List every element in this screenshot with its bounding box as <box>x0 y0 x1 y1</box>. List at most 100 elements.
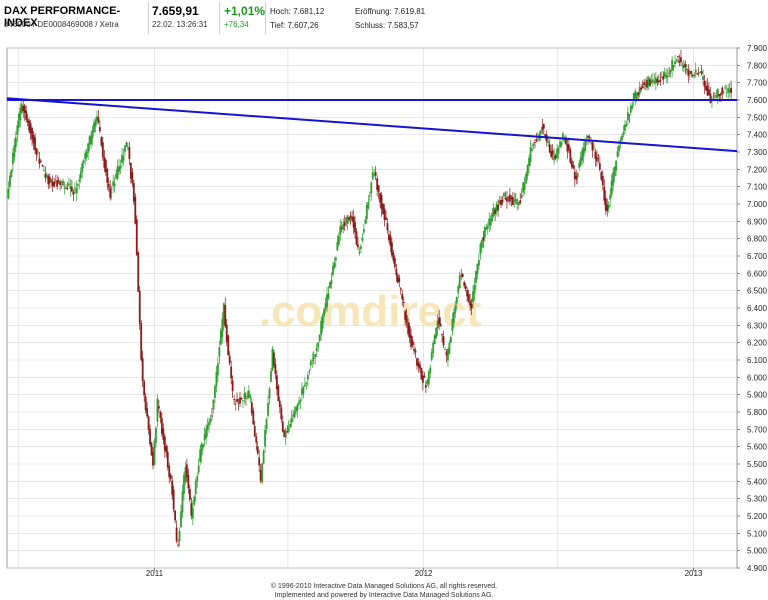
candle <box>183 471 185 501</box>
candle <box>268 386 271 405</box>
y-tick-label: 5.100 <box>747 529 768 538</box>
candle <box>644 78 647 90</box>
candle <box>542 123 545 135</box>
candle <box>423 371 426 379</box>
quote-header: DAX PERFORMANCE-INDEX 846900 / DE0008469… <box>0 0 768 36</box>
candle <box>239 392 241 407</box>
candle <box>37 149 39 159</box>
candle <box>81 161 84 178</box>
comdirect-watermark: .comdirect <box>259 287 482 336</box>
candle <box>157 400 160 413</box>
candle <box>413 341 415 355</box>
candle <box>190 497 193 520</box>
candle <box>333 257 336 270</box>
candle <box>432 340 435 358</box>
y-tick-label: 5.300 <box>747 495 768 504</box>
candle <box>581 147 584 166</box>
candle <box>29 119 32 140</box>
candle <box>550 144 553 159</box>
candle <box>708 82 710 96</box>
candle <box>616 146 619 159</box>
candle <box>215 365 218 393</box>
candle <box>364 216 367 225</box>
candle <box>79 167 82 183</box>
candle <box>478 253 480 270</box>
x-tick-label: 2011 <box>146 569 164 578</box>
candle <box>665 68 668 83</box>
candle <box>138 286 141 331</box>
candle <box>140 320 143 362</box>
candle <box>149 424 151 447</box>
candle <box>188 485 191 503</box>
candle <box>424 380 427 394</box>
candle <box>595 150 598 167</box>
candle <box>609 188 612 208</box>
candle <box>507 195 510 203</box>
candle <box>42 165 45 172</box>
candle <box>255 433 258 451</box>
candle <box>438 309 441 330</box>
candle <box>314 354 317 365</box>
candle <box>178 527 181 547</box>
candle <box>45 171 48 180</box>
candle <box>295 406 297 416</box>
candle <box>441 333 443 343</box>
candle <box>249 393 252 403</box>
candle <box>63 181 66 195</box>
candle <box>598 156 601 172</box>
candle <box>548 139 551 154</box>
candle <box>389 231 392 253</box>
candle <box>671 56 674 78</box>
candle <box>716 88 719 105</box>
candle <box>159 410 162 424</box>
candle <box>483 224 486 242</box>
y-tick-label: 7.100 <box>747 183 768 192</box>
candle <box>262 449 265 465</box>
candle <box>162 423 165 445</box>
candle <box>131 167 134 188</box>
candle <box>556 144 558 162</box>
instrument-identifier: 846900 / DE0008469008 / Xetra <box>4 20 119 29</box>
candle <box>169 472 172 482</box>
candle <box>551 144 554 160</box>
candle <box>28 117 31 134</box>
candle <box>23 103 26 121</box>
candle <box>32 131 35 150</box>
candle <box>281 415 284 433</box>
candle <box>141 350 144 387</box>
candle <box>252 407 255 426</box>
candle <box>650 74 653 84</box>
candle <box>479 241 482 260</box>
candle <box>668 66 671 77</box>
candle <box>175 520 178 544</box>
candle <box>234 399 237 411</box>
candle <box>289 419 292 429</box>
candle <box>626 106 629 125</box>
candle <box>448 339 451 355</box>
candle <box>216 357 219 383</box>
y-tick-label: 7.500 <box>747 113 768 122</box>
candle <box>367 194 370 210</box>
header-divider <box>148 2 149 34</box>
candle <box>218 340 221 364</box>
candle <box>442 330 445 349</box>
candle <box>318 334 321 343</box>
y-tick-label: 7.900 <box>747 44 768 53</box>
candle <box>615 159 617 176</box>
candle <box>163 433 166 458</box>
candle <box>76 182 79 194</box>
candle <box>209 414 212 425</box>
candle <box>150 441 153 456</box>
candle <box>573 165 576 187</box>
candle <box>562 131 564 143</box>
candle <box>455 296 458 311</box>
candle <box>461 272 464 278</box>
candle <box>622 125 625 138</box>
candle <box>405 308 408 328</box>
candle <box>128 141 131 165</box>
candle <box>256 441 259 456</box>
candle <box>696 72 699 76</box>
candle <box>656 76 659 87</box>
candle <box>379 192 382 209</box>
candle <box>514 192 517 205</box>
